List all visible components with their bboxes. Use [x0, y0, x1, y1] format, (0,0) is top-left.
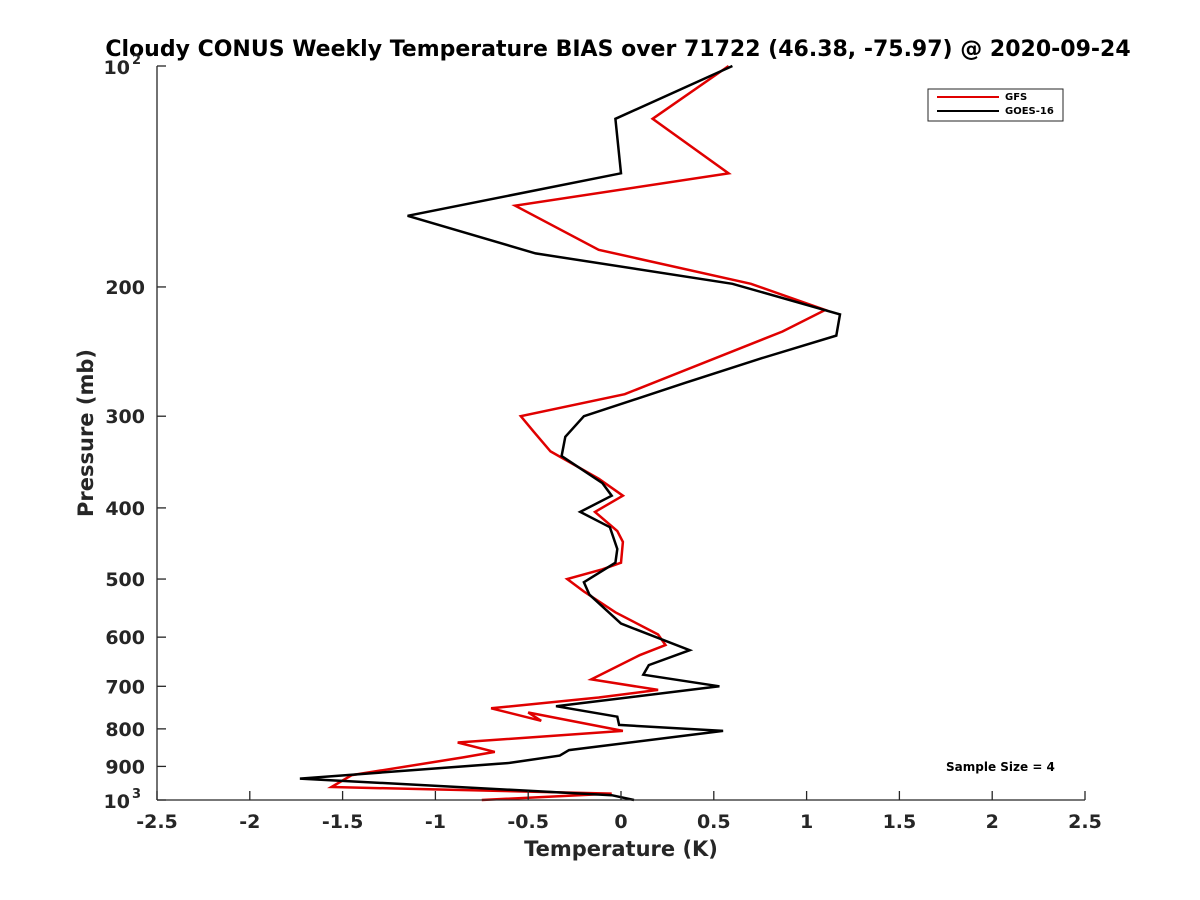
x-tick-label: 0.5 [697, 811, 731, 833]
y-tick-label: 700 [105, 676, 145, 698]
y-axis-label: Pressure (mb) [74, 349, 98, 517]
y-tick-label: 400 [105, 498, 145, 520]
y-tick-label: 600 [105, 627, 145, 649]
ticks: -2.5 -2 -1.5 -1 -0.5 0 0.5 1 1.5 2 2.510 2200300400… [104, 53, 1102, 833]
x-tick-label: -2 [239, 811, 260, 833]
y-tick-label: 900 [105, 756, 145, 778]
y-tick-label: 200 [105, 277, 145, 299]
x-tick-label: 2 [986, 811, 999, 833]
gfs-profile-line [327, 64, 829, 802]
x-tick-label: -0.5 [507, 811, 549, 833]
y-tick-label: 10 [104, 57, 130, 79]
series-layer [299, 64, 842, 802]
y-tick-label: 300 [105, 406, 145, 428]
legend-box [927, 88, 1064, 122]
y-tick-exponent: 3 [132, 787, 141, 802]
x-tick-label: 1.5 [883, 811, 917, 833]
y-tick-label: 500 [105, 569, 145, 591]
x-tick-label: 2.5 [1068, 811, 1102, 833]
x-tick-label: -1 [425, 811, 446, 833]
legend-label-gfs: GFS [1005, 92, 1027, 103]
sample-size-annotation: Sample Size = 4 [946, 760, 1055, 774]
x-tick-label: 0 [614, 811, 627, 833]
x-tick-label: -2.5 [136, 811, 178, 833]
y-tick-label: 800 [105, 719, 145, 741]
x-axis-label: Temperature (K) [524, 837, 718, 861]
goes16-profile-line [299, 64, 842, 802]
chart-title: Cloudy CONUS Weekly Temperature BIAS ove… [105, 37, 1130, 62]
legend-label-goes16: GOES-16 [1005, 106, 1054, 117]
x-tick-label: -1.5 [322, 811, 364, 833]
legend: GFS GOES-16 [927, 88, 1064, 122]
x-tick-label: 1 [800, 811, 813, 833]
y-tick-exponent: 2 [132, 53, 141, 68]
y-tick-label: 10 [104, 791, 130, 813]
